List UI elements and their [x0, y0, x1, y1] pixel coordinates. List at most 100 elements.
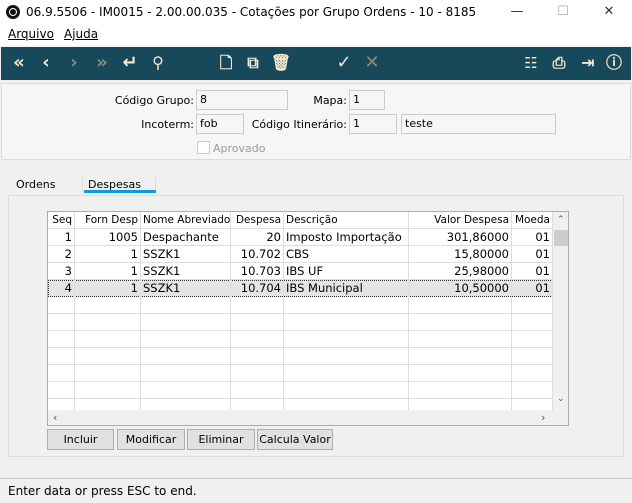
grid-cell	[141, 297, 231, 314]
grid-cell	[231, 297, 284, 314]
grid-cell: 01	[512, 229, 553, 246]
empty-row[interactable]	[48, 331, 553, 348]
tab-despesas[interactable]: Despesas	[88, 178, 141, 191]
grid-cell: CBS	[284, 246, 409, 263]
maximize-button[interactable]: ☐	[557, 4, 569, 19]
table-row[interactable]: 2 1 SSZK1 10.702 CBS 15,80000 01	[48, 246, 553, 263]
grid-cell	[284, 331, 409, 348]
enter-icon[interactable]: ↵	[122, 52, 138, 73]
grid-cell	[284, 297, 409, 314]
grid-cell	[409, 297, 512, 314]
empty-row[interactable]	[48, 297, 553, 314]
grid-cell: 15,80000	[409, 246, 512, 263]
confirm-icon[interactable]: ✓	[336, 52, 352, 73]
grid-cell	[75, 331, 141, 348]
vertical-scrollbar[interactable]: ⌃ ⌄	[553, 212, 568, 410]
grid-cell	[231, 348, 284, 365]
empty-row[interactable]	[48, 348, 553, 365]
codigo-grupo-label: Código Grupo:	[114, 94, 194, 107]
scroll-left-icon[interactable]: ‹	[53, 411, 58, 424]
tab-ordens[interactable]: Ordens	[16, 178, 56, 191]
grid-cell	[48, 297, 75, 314]
incluir-button[interactable]: Incluir	[47, 429, 114, 450]
scroll-down-icon[interactable]: ⌄	[557, 394, 565, 404]
empty-row[interactable]	[48, 382, 553, 399]
column-header[interactable]: Moeda	[512, 212, 553, 229]
column-header[interactable]: Seq	[48, 212, 75, 229]
grid-header[interactable]: Seq Forn Desp Nome Abreviado Despesa Descriç…	[48, 212, 553, 229]
mapa-field[interactable]: 1	[349, 90, 385, 110]
horizontal-scrollbar[interactable]: ‹ ›	[48, 410, 568, 425]
previous-icon[interactable]: ‹	[42, 52, 50, 73]
table-row[interactable]: 1 1005 Despachante 20 Imposto Importação 301,…	[48, 229, 553, 246]
scroll-right-icon[interactable]: ›	[541, 411, 546, 424]
grid-cell	[141, 348, 231, 365]
grid-cell	[141, 314, 231, 331]
minimize-button[interactable]: —	[510, 4, 524, 19]
grid-cell	[75, 314, 141, 331]
grid-cell	[141, 382, 231, 399]
grid-cell: 4	[48, 280, 75, 297]
column-header[interactable]: Nome Abreviado	[141, 212, 231, 229]
calcula-valor-button[interactable]: Calcula Valor	[257, 429, 333, 450]
codigo-itinerario-field[interactable]: 1	[349, 114, 397, 134]
grid-cell	[409, 314, 512, 331]
incoterm-field[interactable]: fob	[196, 114, 244, 134]
menu-ajuda[interactable]: Ajuda	[64, 27, 99, 41]
menu-arquivo[interactable]: Arquivo	[8, 27, 54, 41]
grid-cell	[48, 348, 75, 365]
column-header[interactable]: Valor Despesa	[409, 212, 512, 229]
grid-cell	[75, 399, 141, 416]
codigo-grupo-field[interactable]: 8	[196, 90, 288, 110]
grid-cell	[284, 314, 409, 331]
help-icon[interactable]: ⓘ	[605, 53, 622, 72]
grid-cell: Despachante	[141, 229, 231, 246]
grid-cell	[409, 365, 512, 382]
new-icon[interactable]: 🗋	[219, 53, 233, 72]
grid-cell	[48, 331, 75, 348]
despesas-grid[interactable]: Seq Forn Desp Nome Abreviado Despesa Descriç…	[47, 211, 569, 426]
empty-row[interactable]	[48, 314, 553, 331]
last-icon[interactable]: »	[96, 52, 108, 73]
grid-cell	[75, 365, 141, 382]
grid-cell	[409, 348, 512, 365]
grid-cell	[231, 382, 284, 399]
first-icon[interactable]: «	[13, 52, 25, 73]
grid-cell	[48, 382, 75, 399]
grid-cell	[231, 314, 284, 331]
print-icon[interactable]: ⎙	[552, 53, 566, 72]
close-button[interactable]: ✕	[603, 4, 615, 19]
grid-cell	[409, 331, 512, 348]
column-header[interactable]: Despesa	[231, 212, 284, 229]
app-logo-icon	[6, 5, 20, 19]
cancel-icon[interactable]: ✕	[364, 52, 380, 73]
grid-cell: 301,86000	[409, 229, 512, 246]
table-row[interactable]: 4 1 SSZK1 10.704 IBS Municipal 10,50000 01	[48, 280, 553, 297]
search-icon[interactable]: ⚲	[152, 53, 164, 72]
aprovado-label: Aprovado	[213, 142, 266, 155]
grid-cell: 20	[231, 229, 284, 246]
grid-cell	[231, 365, 284, 382]
copy-icon[interactable]: ⧉	[247, 53, 259, 72]
structure-icon[interactable]: ☷	[524, 54, 538, 72]
scroll-thumb[interactable]	[554, 230, 568, 246]
grid-cell	[512, 399, 553, 416]
grid-cell: IBS UF	[284, 263, 409, 280]
eliminar-button[interactable]: Eliminar	[187, 429, 255, 450]
grid-cell: 25,98000	[409, 263, 512, 280]
column-header[interactable]: Forn Desp	[75, 212, 141, 229]
codigo-itinerario-label: Código Itinerário:	[251, 118, 347, 131]
scroll-up-icon[interactable]: ⌃	[557, 215, 565, 225]
grid-cell	[48, 314, 75, 331]
exit-icon[interactable]: ⇥	[581, 53, 595, 72]
delete-icon[interactable]: 🗑	[270, 53, 292, 72]
grid-cell	[284, 365, 409, 382]
empty-row[interactable]	[48, 365, 553, 382]
incoterm-label: Incoterm:	[141, 118, 194, 131]
column-header[interactable]: Descrição	[284, 212, 409, 229]
modificar-button[interactable]: Modificar	[117, 429, 185, 450]
table-row[interactable]: 3 1 SSZK1 10.703 IBS UF 25,98000 01	[48, 263, 553, 280]
menu-bar: Arquivo Ajuda	[0, 24, 632, 46]
next-icon[interactable]: ›	[70, 52, 78, 73]
aprovado-checkbox[interactable]	[197, 141, 210, 154]
